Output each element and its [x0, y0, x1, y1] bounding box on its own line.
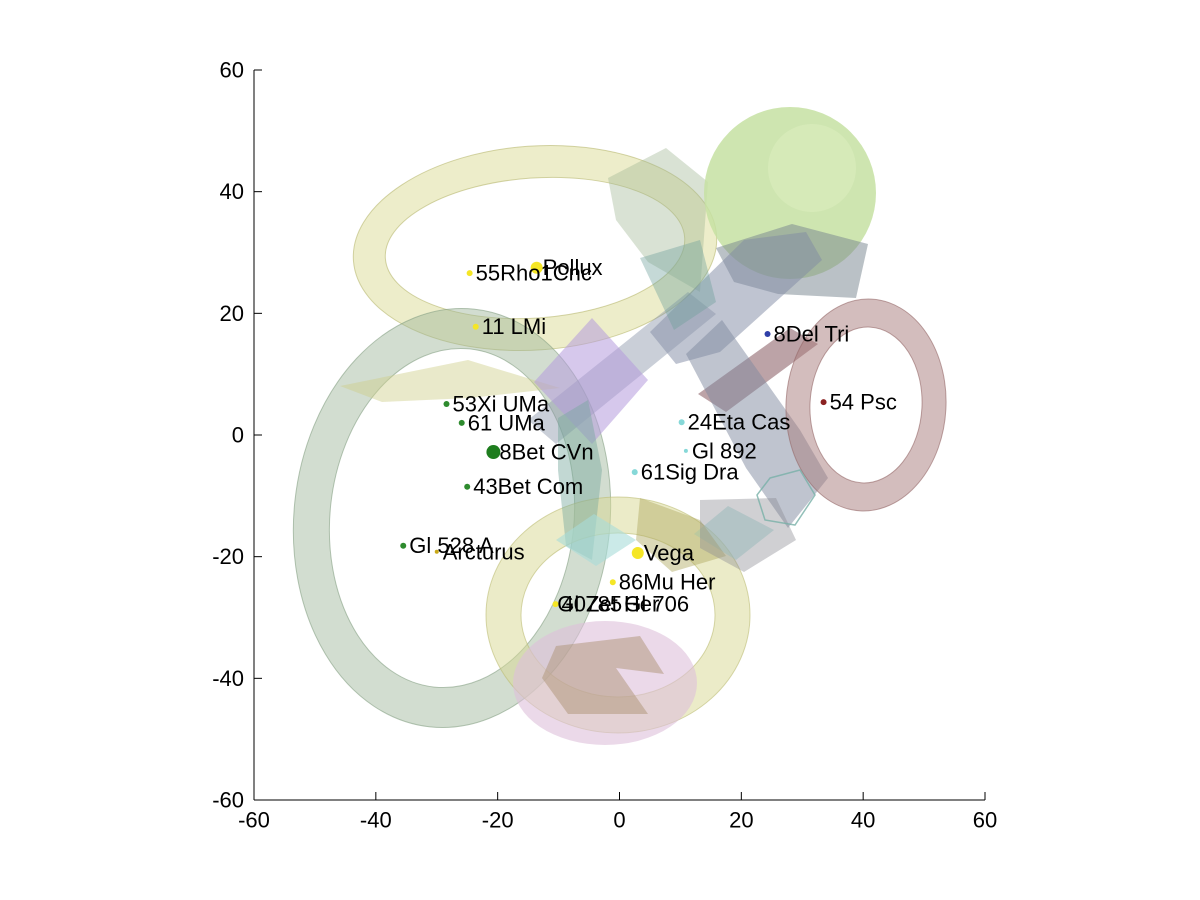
- star-label: 24Eta Cas: [688, 410, 791, 435]
- star-label: 55Rho1Cnc: [476, 261, 592, 286]
- star-label: Gl 706: [624, 592, 689, 617]
- star-marker: [530, 261, 543, 274]
- star-marker: [443, 400, 450, 407]
- star-marker: [466, 270, 473, 277]
- star-marker: [764, 331, 771, 338]
- y-tick-label: 60: [220, 58, 244, 83]
- star-label: Gl 892: [692, 438, 757, 463]
- surfaces-layer: [292, 107, 947, 745]
- x-tick-label: -20: [482, 808, 514, 833]
- star-label: Gl 785: [557, 592, 622, 617]
- slate-ribbon-upper-surface: [650, 232, 822, 364]
- y-tick-label: -60: [212, 788, 244, 813]
- x-tick-label: -60: [238, 808, 270, 833]
- star-label: 11 LMi: [482, 314, 546, 339]
- star-marker: [472, 323, 479, 330]
- cyan-diamond-left-surface: [556, 514, 636, 566]
- y-tick-label: 40: [220, 179, 244, 204]
- star-label: Pollux: [543, 255, 603, 280]
- maroon-ring-right-surface: [785, 298, 947, 512]
- y-tick-label: 0: [232, 423, 244, 448]
- y-tick-label: -40: [212, 666, 244, 691]
- gray-band-bottom-right-surface: [700, 498, 796, 572]
- cyan-diamond-right-surface: [694, 506, 774, 560]
- star-label: 54 Psc: [830, 390, 897, 415]
- star-label: 40Zet Her: [562, 592, 660, 617]
- star-label: Arcturus: [443, 539, 525, 564]
- sage-wedge-top-surface: [608, 148, 708, 292]
- y-tick-label: -20: [212, 544, 244, 569]
- star-label: 8Del Tri: [774, 322, 850, 347]
- star-label: 53Xi UMa: [452, 391, 549, 416]
- teal-band-top-surface: [640, 240, 716, 330]
- green-sphere-highlight-surface: [768, 124, 856, 212]
- axes-layer: -60 -40 -20 0 20 40 60 -60 -40 -20 0 20 40 60: [212, 58, 997, 833]
- star-label: 8Bet CVn: [499, 440, 593, 465]
- x-tick-label: 20: [729, 808, 753, 833]
- star-marker: [400, 542, 407, 549]
- star-marker: [458, 419, 465, 426]
- star-label: 61Sig Dra: [641, 460, 740, 485]
- star-markers-layer: [400, 261, 827, 608]
- star-label: 86Mu Her: [619, 570, 716, 595]
- star-label: Gl 528 A: [409, 533, 494, 558]
- y-tick-label: 20: [220, 301, 244, 326]
- star-marker: [631, 547, 644, 560]
- olive-band-left-surface: [340, 360, 560, 402]
- star-label: 61 UMa: [468, 410, 546, 435]
- star-marker: [631, 469, 638, 476]
- star-marker: [683, 448, 688, 453]
- star-label: 43Bet Com: [473, 474, 583, 499]
- olive-patch-bottom-surface: [636, 498, 726, 572]
- tan-patch-surface: [542, 636, 664, 714]
- teal-hexagon-outline-surface: [756, 469, 816, 526]
- star-marker: [609, 579, 616, 586]
- x-tick-label: 0: [613, 808, 625, 833]
- star-marker: [434, 549, 439, 554]
- star-marker: [552, 601, 559, 608]
- star-marker: [820, 399, 827, 406]
- purple-diamond-surface: [534, 318, 648, 444]
- x-tick-label: 40: [851, 808, 875, 833]
- x-tick-label: 60: [973, 808, 997, 833]
- star-marker: [464, 483, 471, 490]
- x-tick-label: -40: [360, 808, 392, 833]
- star-marker: [678, 419, 685, 426]
- star-marker: [486, 445, 501, 460]
- star-label: Vega: [644, 541, 695, 566]
- slate-ribbon-lower-surface: [686, 320, 828, 528]
